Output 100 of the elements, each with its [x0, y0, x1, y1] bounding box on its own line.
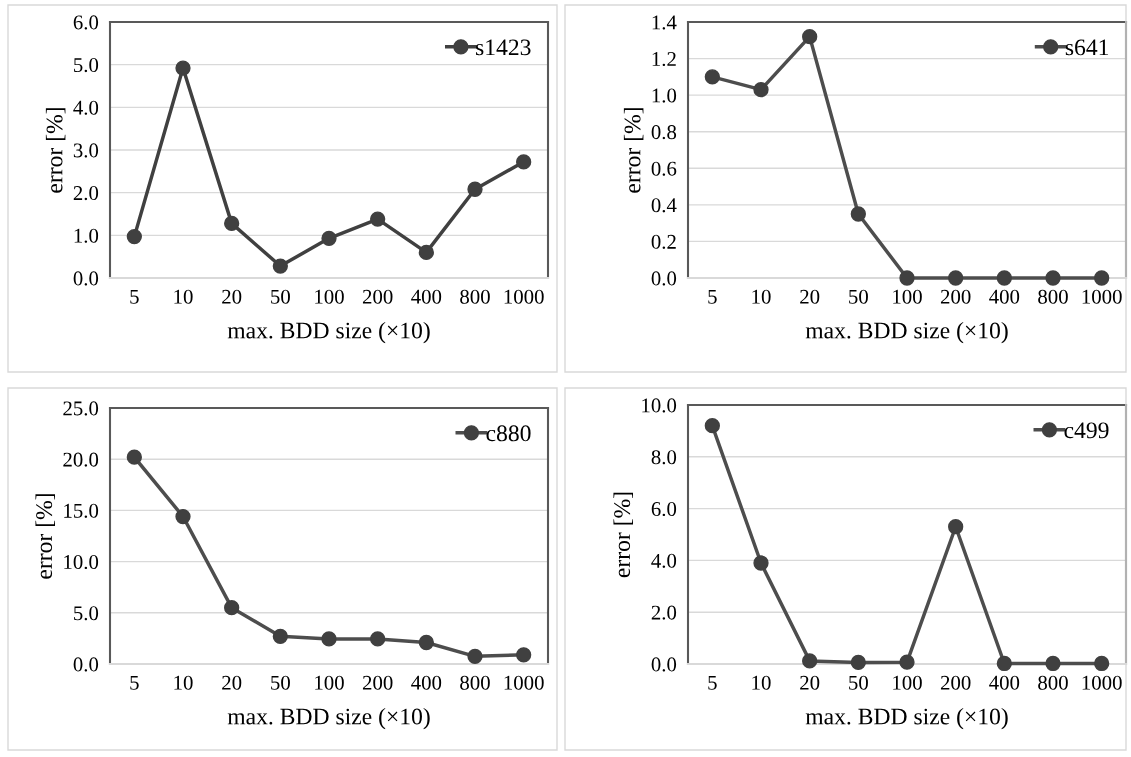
point	[996, 270, 1012, 286]
point	[418, 634, 434, 651]
point	[272, 258, 288, 274]
point	[1045, 655, 1061, 672]
x-tick-label: 5	[708, 675, 717, 690]
point	[802, 28, 818, 45]
y-tick-label: 5.0	[74, 606, 99, 621]
y-tick-label: 4.0	[73, 100, 99, 115]
point	[753, 555, 769, 571]
x-tick-label: 50	[849, 675, 868, 690]
x-tick-label: 200	[362, 675, 393, 690]
point	[175, 60, 191, 76]
point	[467, 181, 483, 197]
y-tick-label: 6.0	[73, 15, 99, 30]
y-tick-label: 0.8	[651, 125, 677, 140]
point	[370, 631, 386, 647]
x-tick-label: 400	[411, 289, 442, 304]
x-tick-label: 100	[315, 289, 344, 304]
y-tick-label: 10.0	[642, 398, 677, 413]
y-tick-label: 0.4	[651, 198, 677, 213]
y-tick-label: 15.0	[64, 503, 99, 518]
point	[516, 647, 532, 663]
x-tick-label: 10	[174, 289, 193, 304]
point	[704, 69, 720, 85]
x-tick-label: 1000	[504, 675, 544, 690]
point	[1094, 270, 1110, 286]
x-tick-label: 1000	[1082, 289, 1122, 304]
y-tick-label: 1.2	[652, 52, 676, 67]
y-tick-label: 1.4	[652, 15, 677, 30]
point	[175, 508, 191, 525]
legend-label: c880	[486, 425, 531, 442]
point	[1045, 270, 1061, 286]
point	[704, 418, 720, 434]
y-axis-title: error [%]	[613, 492, 633, 578]
legend-label: s641	[1065, 39, 1109, 56]
x-tick-label: 400	[989, 675, 1020, 690]
y-tick-label: 0.0	[73, 271, 99, 286]
point	[224, 215, 240, 232]
y-tick-label: 0.0	[651, 271, 677, 286]
x-tick-label: 200	[940, 675, 971, 690]
x-tick-label: 5	[708, 289, 717, 304]
y-axis-title: error [%]	[623, 108, 644, 193]
point	[1094, 655, 1110, 672]
y-tick-label: 1.0	[74, 228, 99, 243]
x-tick-label: 5	[130, 675, 139, 690]
x-axis-title: max. BDD size (×10)	[227, 321, 430, 344]
x-tick-label: 20	[222, 675, 242, 690]
point	[418, 244, 434, 261]
y-tick-label: 4.0	[651, 553, 677, 568]
x-tick-label: 100	[315, 675, 344, 690]
x-tick-label: 200	[362, 289, 393, 304]
y-tick-label: 10.0	[64, 554, 99, 570]
y-tick-label: 0.2	[651, 234, 676, 249]
y-tick-label: 25.0	[63, 401, 99, 416]
x-tick-label: 800	[460, 289, 490, 304]
point	[467, 648, 483, 664]
y-tick-label: 2.0	[73, 186, 99, 201]
point	[899, 654, 915, 670]
y-tick-label: 5.0	[74, 58, 99, 73]
x-tick-label: 400	[989, 289, 1020, 304]
point	[321, 230, 337, 246]
x-tick-label: 800	[1038, 289, 1068, 304]
x-tick-label: 400	[411, 675, 442, 690]
x-tick-label: 20	[800, 675, 820, 690]
x-tick-label: 20	[800, 289, 820, 304]
point	[948, 270, 964, 286]
x-tick-label: 50	[271, 289, 290, 304]
point	[996, 655, 1012, 672]
point	[126, 228, 142, 245]
y-tick-label: 6.0	[651, 501, 677, 517]
x-tick-label: 50	[849, 289, 868, 304]
x-tick-label: 10	[174, 675, 193, 690]
point	[948, 519, 964, 535]
x-axis-title: max. BDD size (×10)	[805, 321, 1008, 344]
x-axis-title: max. BDD size (×10)	[227, 707, 430, 730]
point	[272, 628, 288, 644]
x-tick-label: 100	[893, 675, 922, 690]
point	[224, 600, 240, 616]
point	[126, 449, 142, 465]
y-tick-label: 0.0	[73, 657, 99, 672]
legend-label: c499	[1064, 422, 1109, 439]
point	[802, 653, 818, 669]
point	[370, 211, 386, 227]
x-tick-label: 1000	[1082, 675, 1122, 690]
y-tick-label: 1.0	[652, 88, 677, 103]
x-tick-label: 50	[271, 675, 290, 690]
y-tick-label: 0.6	[651, 161, 677, 176]
x-tick-label: 200	[940, 289, 971, 304]
point	[321, 631, 337, 647]
point	[516, 154, 532, 170]
point	[899, 270, 915, 286]
x-tick-label: 800	[1038, 675, 1068, 690]
point	[850, 206, 866, 222]
y-tick-label: 2.0	[651, 605, 677, 620]
x-tick-label: 5	[130, 289, 139, 304]
x-tick-label: 800	[460, 675, 490, 690]
x-tick-label: 20	[222, 289, 242, 304]
y-tick-label: 3.0	[73, 143, 99, 158]
x-axis-title: max. BDD size (×10)	[805, 707, 1008, 730]
y-tick-label: 0.0	[651, 657, 677, 672]
